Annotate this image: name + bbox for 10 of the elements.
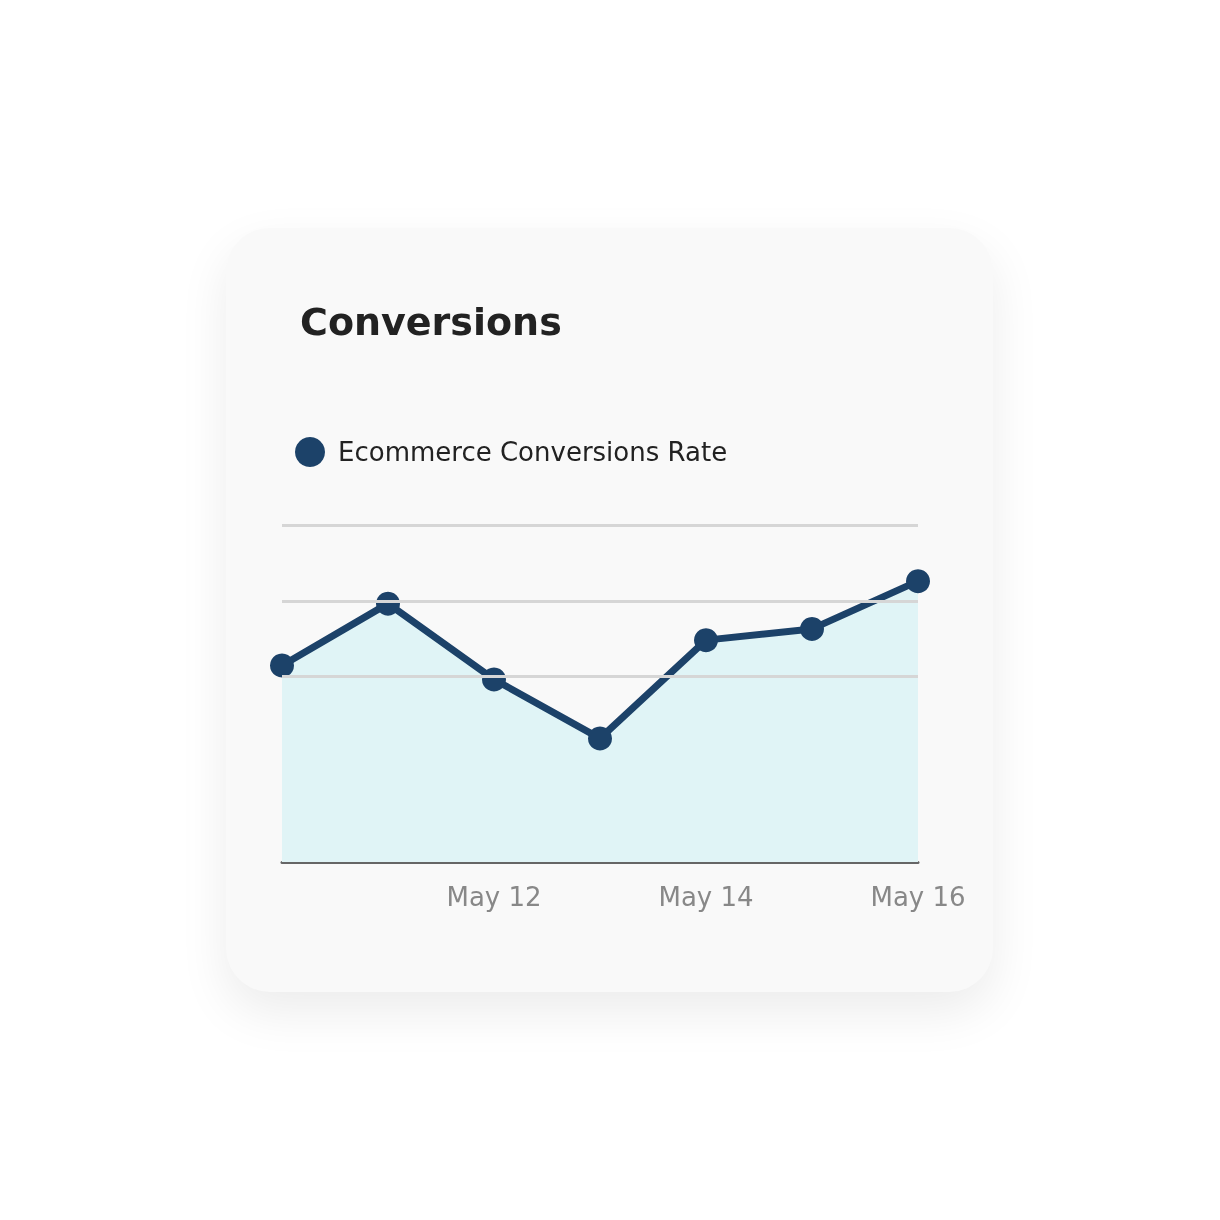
x-tick-label: May 16	[870, 882, 966, 912]
point	[588, 726, 612, 751]
x-tick-label: May 14	[658, 882, 754, 912]
legend-label: Ecommerce Conversions Rate	[338, 437, 728, 467]
point	[270, 653, 294, 678]
point	[694, 628, 718, 653]
chart-title: Conversions	[300, 300, 562, 344]
x-tick-label: May 12	[446, 882, 542, 912]
point	[906, 569, 930, 594]
point	[800, 616, 824, 641]
